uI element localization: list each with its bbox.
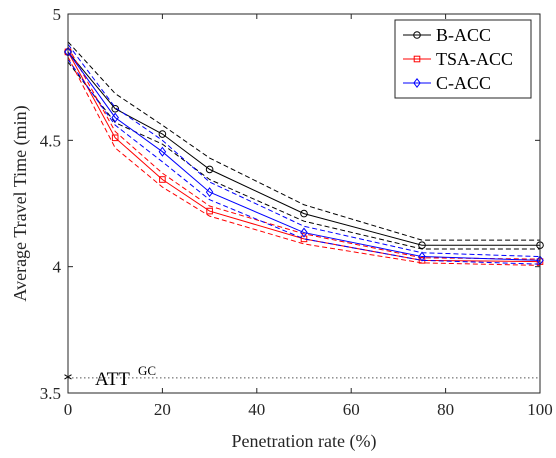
data-point <box>111 134 119 142</box>
y-tick-label: 4 <box>53 258 62 277</box>
legend-entry: B-ACC <box>436 25 491 45</box>
legend-marker <box>413 55 421 63</box>
series-line <box>67 51 541 261</box>
y-tick-label: 5 <box>53 5 62 24</box>
axes-box <box>67 13 541 394</box>
series-c-acc <box>64 44 544 266</box>
data-point <box>206 207 213 215</box>
series-lower-bound <box>67 56 541 266</box>
x-tick-label: 80 <box>437 400 454 419</box>
series-upper-bound <box>67 41 540 241</box>
reference-label-superscript: GC <box>138 363 156 378</box>
data-point <box>205 165 214 174</box>
x-tick-label: 60 <box>343 400 360 419</box>
series-lower-bound <box>67 59 541 265</box>
data-point <box>159 176 166 183</box>
legend-marker <box>413 31 421 39</box>
data-point <box>158 130 167 138</box>
x-tick-label: 20 <box>154 400 171 419</box>
data-point <box>205 187 214 198</box>
series-b-acc <box>64 41 544 250</box>
data-point <box>158 146 167 157</box>
x-tick-label: 0 <box>64 400 73 419</box>
data-point <box>418 251 426 262</box>
y-tick-label: 4.5 <box>40 131 61 150</box>
legend: B-ACC TSA-ACC C-ACC <box>394 19 532 99</box>
data-point <box>418 241 426 249</box>
x-axis-label: Penetration rate (%) <box>232 431 377 452</box>
legend-entry: C-ACC <box>436 73 491 93</box>
reference-annotation: ATT GC <box>95 363 156 390</box>
series-line <box>67 51 540 246</box>
x-tick-label: 40 <box>248 400 265 419</box>
data-point <box>300 209 308 218</box>
data-point <box>111 112 119 123</box>
axis-ticks: 0 20 40 60 80 100 3.5 4 4.5 5 <box>40 5 553 419</box>
legend-marker <box>413 77 421 89</box>
data-point <box>300 227 308 238</box>
data-point <box>111 104 119 113</box>
legend-entry: TSA-ACC <box>436 49 513 69</box>
y-tick-label: 3.5 <box>40 384 61 403</box>
y-axis-label: Average Travel Time (min) <box>10 105 31 301</box>
reference-label: ATT <box>95 369 130 390</box>
x-tick-label: 100 <box>527 400 553 419</box>
plot-area <box>64 41 544 381</box>
